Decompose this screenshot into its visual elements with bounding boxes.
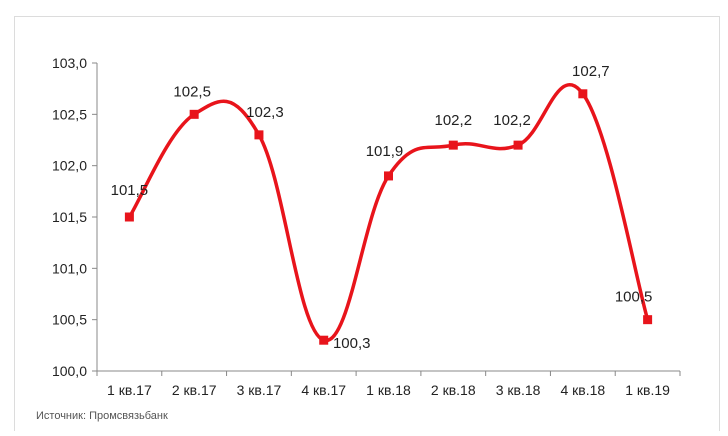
y-tick-label: 103,0 [52,55,87,71]
data-point-marker [513,140,523,150]
x-tick-label: 1 кв.19 [625,382,670,398]
x-tick-label: 1 кв.17 [107,382,152,398]
series-markers [124,89,653,345]
data-point-marker [643,315,653,325]
data-label: 102,7 [572,63,610,80]
x-tick-label: 3 кв.18 [496,382,541,398]
data-label: 102,2 [493,112,531,129]
x-axis-ticks: 1 кв.17 2 кв.17 3 кв.17 4 кв.17 1 кв.18 2 кв.… [107,382,670,398]
y-tick-label: 100,5 [52,312,87,328]
data-point-marker [384,171,393,181]
y-axis-ticks: 100,0 100,5 101,0 101,5 102,0 102,5 103,0 [52,55,87,379]
chart-frame [14,16,720,431]
y-tick-label: 102,0 [52,158,87,174]
data-label: 101,9 [366,143,404,160]
data-point-marker [189,109,199,119]
data-label: 102,2 [435,112,473,129]
data-point-marker [578,89,588,99]
data-point-marker [124,212,134,222]
x-tick-label: 2 кв.17 [172,382,217,398]
series-line [127,83,650,342]
data-label: 102,3 [246,104,284,121]
x-tick-label: 4 кв.18 [560,382,605,398]
data-label: 100,5 [615,289,653,306]
y-tick-label: 101,0 [52,260,87,276]
x-tick-label: 2 кв.18 [431,382,476,398]
data-point-marker [254,130,264,140]
y-tick-label: 101,5 [52,209,87,225]
data-label: 101,5 [111,182,149,199]
data-labels: 101,5 102,5 102,3 100,3 101,9 102,2 102,2 102,7… [111,63,653,352]
source-note: Источник: Промсвязьбанк [36,410,168,422]
y-tick-label: 102,5 [52,106,87,122]
chart-axes [92,62,681,376]
data-point-marker [319,335,329,345]
y-tick-label: 100,0 [52,363,87,379]
data-label: 100,3 [333,335,371,352]
x-tick-label: 4 кв.17 [301,382,346,398]
data-label: 102,5 [173,83,211,100]
x-tick-label: 3 кв.17 [237,382,282,398]
x-tick-label: 1 кв.18 [366,382,411,398]
data-point-marker [448,140,458,150]
